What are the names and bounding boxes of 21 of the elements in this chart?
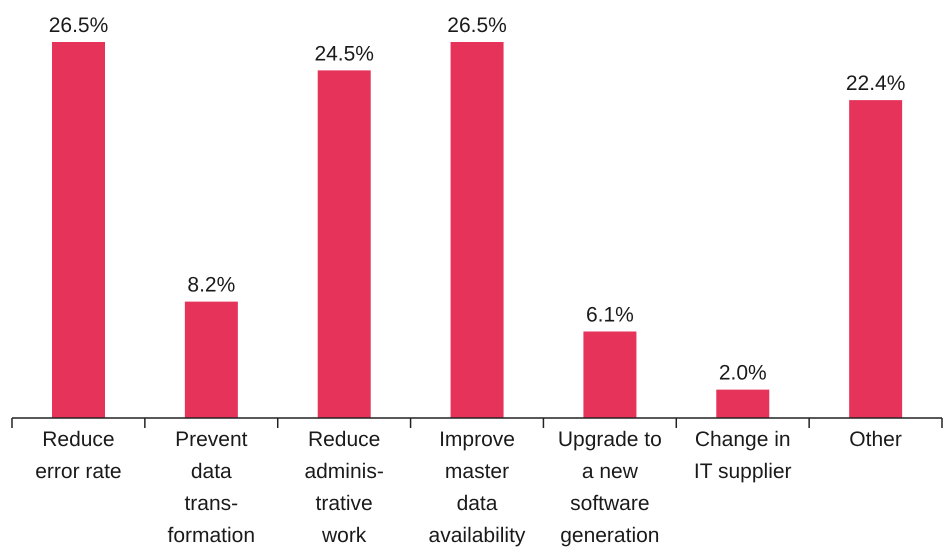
- bar: [849, 100, 902, 418]
- x-tick-label: Reduce error rate: [35, 428, 122, 483]
- x-tick-label: Improve master data availability: [428, 428, 526, 547]
- bar: [184, 302, 238, 418]
- x-tick-label: Change in IT supplier: [694, 428, 792, 483]
- bar: [318, 70, 371, 418]
- data-label: 26.5%: [447, 14, 507, 37]
- bar: [52, 42, 105, 418]
- x-tick-label: Upgrade to a new software generation: [558, 428, 662, 547]
- data-label: 22.4%: [846, 72, 906, 96]
- bar: [716, 390, 770, 418]
- x-tick-label: Reduce adminis- trative work: [304, 428, 384, 547]
- bar: [583, 331, 636, 418]
- x-tick-label: Other: [849, 428, 902, 451]
- data-label: 8.2%: [187, 274, 236, 297]
- data-label: 2.0%: [718, 362, 767, 385]
- data-label: 26.5%: [48, 14, 108, 37]
- data-label: 6.1%: [586, 303, 634, 326]
- x-tick-label: Prevent data trans- formation: [168, 428, 256, 547]
- bar: [450, 42, 504, 418]
- data-label: 24.5%: [314, 42, 374, 66]
